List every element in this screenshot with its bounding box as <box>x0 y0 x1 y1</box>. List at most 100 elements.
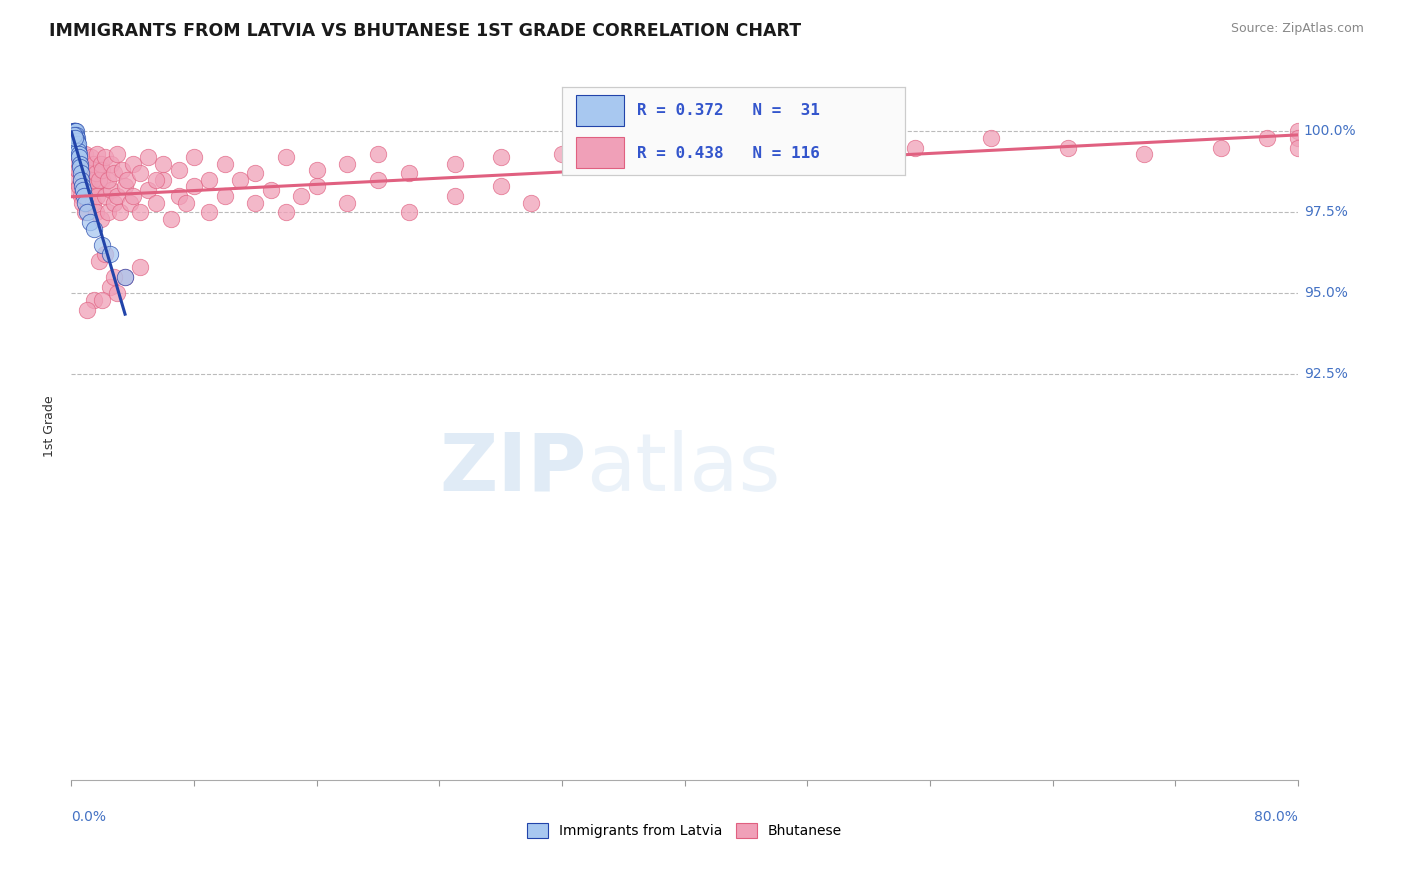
Point <box>551 147 574 161</box>
Point <box>367 173 389 187</box>
Point <box>76 205 98 219</box>
Point <box>72 183 94 197</box>
Point <box>76 189 98 203</box>
Text: 97.5%: 97.5% <box>1303 205 1348 219</box>
Point <box>103 270 125 285</box>
Point <box>91 293 114 307</box>
Text: atlas: atlas <box>586 430 780 508</box>
Point <box>1286 140 1309 154</box>
Point <box>176 195 198 210</box>
Point <box>110 205 132 219</box>
Point <box>160 211 183 226</box>
Point <box>98 280 121 294</box>
Point <box>167 163 190 178</box>
Point <box>73 189 96 203</box>
Point <box>121 157 143 171</box>
Point <box>75 147 97 161</box>
Point <box>87 254 110 268</box>
Point <box>77 195 100 210</box>
Point <box>63 128 86 142</box>
Point <box>65 130 87 145</box>
Point <box>136 150 159 164</box>
Point <box>65 124 87 138</box>
Point <box>198 205 221 219</box>
Point <box>129 166 152 180</box>
Point <box>65 183 87 197</box>
Point <box>129 260 152 275</box>
Point <box>214 189 236 203</box>
Point <box>75 195 97 210</box>
Point <box>1133 147 1156 161</box>
Point <box>183 150 205 164</box>
Point <box>336 195 359 210</box>
Point <box>69 157 91 171</box>
Point <box>111 163 134 178</box>
Text: 92.5%: 92.5% <box>1303 368 1348 382</box>
Point <box>145 173 167 187</box>
Point <box>65 130 87 145</box>
Point <box>84 205 107 219</box>
Point <box>114 179 136 194</box>
Point <box>336 157 359 171</box>
Point <box>77 157 100 171</box>
Point <box>86 147 108 161</box>
Point <box>67 147 90 161</box>
Point <box>76 173 98 187</box>
Point <box>305 163 328 178</box>
Point <box>98 247 121 261</box>
Point <box>66 134 89 148</box>
Point <box>245 166 267 180</box>
Point <box>67 150 90 164</box>
Point <box>103 166 125 180</box>
Point <box>69 173 91 187</box>
Point <box>673 150 696 164</box>
Point <box>229 173 252 187</box>
Point <box>63 124 86 138</box>
Point <box>520 195 543 210</box>
Point <box>83 221 105 235</box>
Point <box>73 173 96 187</box>
Legend: Immigrants from Latvia, Bhutanese: Immigrants from Latvia, Bhutanese <box>522 817 848 843</box>
Point <box>980 130 1002 145</box>
Point <box>70 157 93 171</box>
Point <box>66 163 89 178</box>
Point <box>198 173 221 187</box>
Point <box>1256 130 1278 145</box>
Point <box>903 140 925 154</box>
Point <box>63 173 86 187</box>
Point <box>443 157 465 171</box>
Point <box>145 195 167 210</box>
Point <box>89 211 111 226</box>
Point <box>1211 140 1233 154</box>
Point <box>97 205 120 219</box>
Point <box>1286 130 1309 145</box>
Point <box>118 195 141 210</box>
Point <box>305 179 328 194</box>
Point <box>183 179 205 194</box>
Point <box>70 195 93 210</box>
Point <box>121 189 143 203</box>
Point <box>100 157 122 171</box>
Text: ZIP: ZIP <box>439 430 586 508</box>
Text: 95.0%: 95.0% <box>1303 286 1348 301</box>
Point <box>89 157 111 171</box>
Point <box>79 173 101 187</box>
Point <box>63 124 86 138</box>
Point <box>152 157 174 171</box>
Point <box>80 183 103 197</box>
Point <box>73 166 96 180</box>
Text: 100.0%: 100.0% <box>1303 124 1357 138</box>
Point <box>1286 124 1309 138</box>
Point <box>94 189 117 203</box>
Point <box>152 173 174 187</box>
Point <box>84 166 107 180</box>
Point <box>105 147 128 161</box>
Point <box>79 215 101 229</box>
Point <box>114 270 136 285</box>
Point <box>398 166 420 180</box>
Point <box>1056 140 1078 154</box>
Point <box>612 140 634 154</box>
Point <box>245 195 267 210</box>
Point <box>65 124 87 138</box>
Point <box>76 302 98 317</box>
